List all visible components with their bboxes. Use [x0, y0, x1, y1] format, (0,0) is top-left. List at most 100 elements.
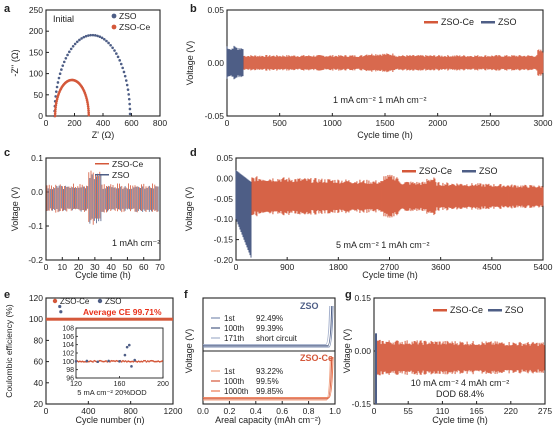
panel-f-letter: f — [184, 289, 188, 301]
legend-marker — [111, 13, 117, 19]
y-tick-label: 120 — [29, 293, 43, 303]
nyquist-point — [58, 72, 62, 76]
x-tick-label: 3000 — [534, 118, 553, 128]
nyquist-point — [121, 66, 124, 70]
nyquist-point — [86, 102, 90, 106]
x-tick-label: 70 — [155, 262, 165, 272]
inset-point — [158, 360, 161, 363]
series-ZSO-curves — [203, 305, 334, 348]
y-tick-label: -0.15 — [214, 235, 234, 245]
y-tick-label: 100 — [29, 314, 43, 324]
x-tick-label: 0 — [44, 118, 49, 128]
inset-point — [92, 361, 94, 363]
x-tick-label: 400 — [96, 118, 110, 128]
nyquist-point — [54, 103, 58, 107]
nyquist-point — [109, 43, 112, 47]
nyquist-point — [68, 50, 71, 54]
nyquist-point — [125, 83, 129, 87]
inset-point — [98, 359, 101, 362]
x-tick-label: 0 — [372, 406, 377, 416]
inset-y-tick-label: 96 — [66, 376, 74, 383]
panel-c-letter: c — [4, 147, 10, 159]
inset-point — [107, 359, 110, 363]
y-axis-label: Voltage (V) — [10, 187, 20, 232]
x-tick-label: 275 — [538, 406, 552, 416]
inset-y-tick-label: 104 — [62, 342, 74, 349]
x-tick-label: 200 — [67, 118, 81, 128]
nyquist-point — [96, 34, 99, 38]
legend-value: 99.5% — [256, 377, 279, 386]
legend-swatch — [433, 309, 447, 312]
x-tick-label: 0 — [225, 118, 230, 128]
nyquist-point — [128, 112, 132, 116]
nyquist-point — [73, 42, 77, 46]
series-ZSO-Ce-curves — [203, 356, 334, 401]
nyquist-point — [57, 76, 61, 80]
y-tick-label: -0.10 — [214, 214, 234, 224]
x-tick-label: 40 — [106, 262, 116, 272]
y-axis-label: Voltage (V) — [184, 187, 194, 232]
nyquist-point — [78, 38, 81, 42]
x-axis-label: Cycle time (h) — [75, 270, 131, 280]
zoom-traces — [46, 170, 159, 225]
y-tick-label: 60 — [34, 357, 44, 367]
nyquist-point — [54, 108, 57, 111]
series-ZSO-Ce-line — [46, 317, 173, 321]
y-tick-label: 0.05 — [216, 153, 233, 163]
x-axis-label: Z' (Ω) — [92, 130, 114, 140]
x-axis-label: Cycle time (h) — [432, 415, 488, 425]
inset-ZSO-points — [74, 343, 137, 368]
legend-label: ZSO-Ce — [60, 297, 90, 306]
legend-label: ZSO-Ce — [119, 22, 150, 32]
inset-point — [127, 343, 131, 347]
y-axis-label: Voltage (V) — [185, 41, 195, 86]
x-axis-label: Cycle time (h) — [362, 270, 418, 280]
y-axis-label: -Z'' (Ω) — [10, 49, 20, 76]
legend-value: 93.22% — [256, 367, 283, 376]
x-tick-label: 800 — [124, 406, 138, 416]
inset-point — [149, 359, 152, 362]
inset-point — [120, 360, 123, 363]
annotation-capacity: 1 mAh cm⁻² — [112, 238, 160, 248]
legend-cycle: 100th — [224, 377, 244, 386]
capacity-curve — [203, 356, 333, 400]
x-tick-label: 4500 — [482, 262, 501, 272]
series-ZSO — [53, 33, 132, 118]
x-tick-label: 800 — [153, 118, 167, 128]
y-tick-label: 0.00 — [207, 58, 224, 68]
zso-ce-point — [58, 304, 62, 309]
nyquist-point — [127, 93, 131, 96]
inset-y-tick-label: 106 — [62, 334, 74, 341]
inset-point — [125, 361, 128, 363]
nyquist-point — [87, 109, 90, 112]
x-tick-label: 0 — [234, 262, 239, 272]
panel-d-letter: d — [190, 147, 197, 159]
panel-a-letter: a — [4, 3, 11, 15]
inset-point — [105, 360, 107, 362]
y-tick-label: 200 — [29, 26, 43, 36]
nyquist-point — [55, 99, 58, 103]
inset-y-tick-label: 98 — [66, 367, 74, 374]
inset-point — [130, 365, 133, 368]
inset-point — [148, 360, 150, 363]
legend-cycle: 171th — [224, 334, 244, 343]
x-tick-label: 10 — [58, 262, 68, 272]
y-tick-label: -0.1 — [28, 221, 43, 231]
y-tick-label: 0.1 — [31, 153, 43, 163]
x-axis-label: Cycle time (h) — [357, 130, 413, 140]
x-tick-label: 500 — [273, 118, 287, 128]
inset-point — [133, 358, 137, 362]
inset-point — [84, 360, 87, 363]
y-axis-label: Voltage (V) — [342, 329, 352, 374]
series-ZSO — [226, 45, 244, 80]
legend-value: 92.49% — [256, 314, 283, 323]
x-tick-label: 1200 — [164, 406, 183, 416]
nyquist-point — [82, 35, 86, 39]
legend-swatch — [402, 170, 416, 173]
legend-value: short circuit — [256, 334, 298, 343]
nyquist-point — [105, 39, 108, 43]
legend-label: ZSO — [119, 11, 137, 21]
y-tick-label: -0.20 — [214, 255, 234, 265]
nyquist-point — [85, 96, 88, 100]
nyquist-point — [93, 34, 97, 37]
